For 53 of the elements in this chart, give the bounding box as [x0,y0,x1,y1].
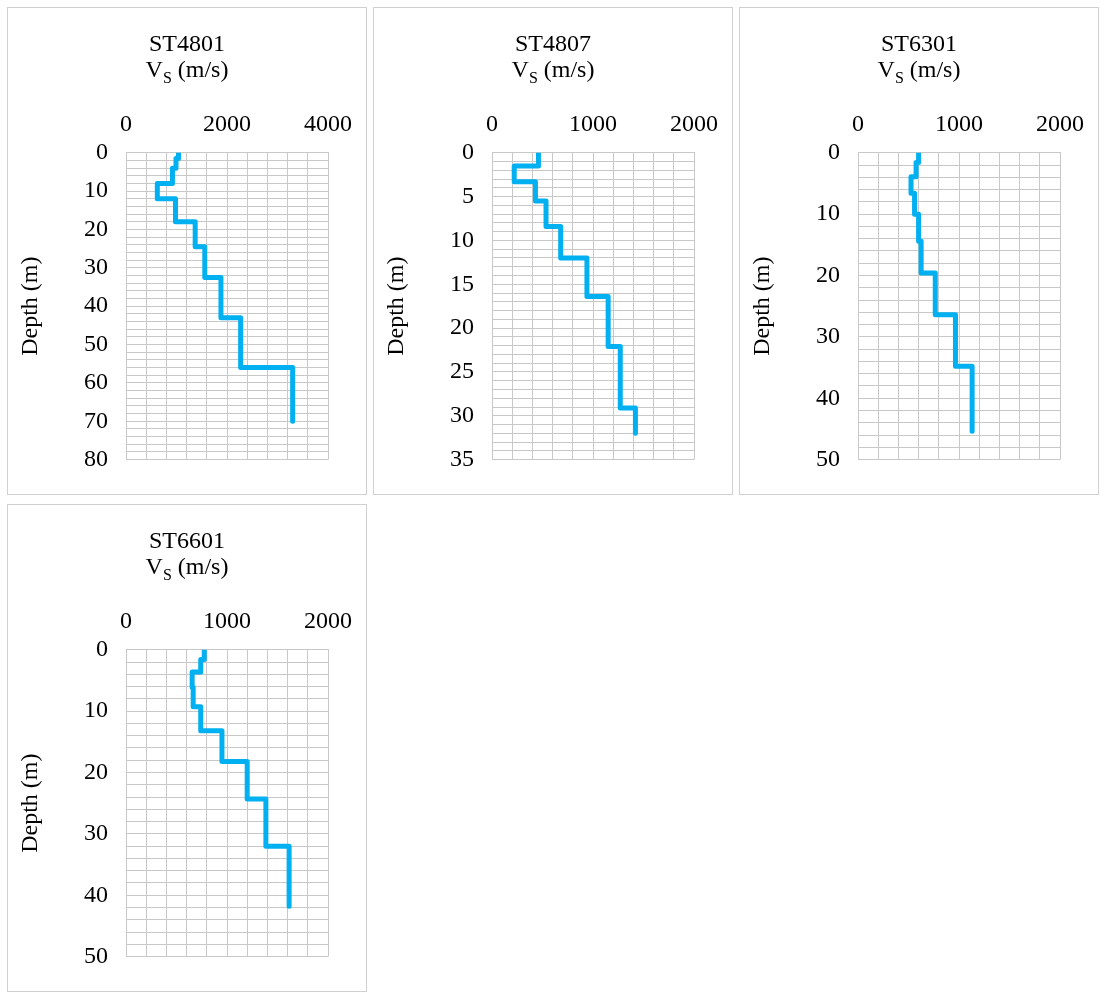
chart-title: ST6301 [880,30,958,56]
y-tick-label: 50 [84,941,108,968]
y-tick-label: 20 [84,757,108,784]
y-axis-title: Depth (m) [15,256,42,356]
y-tick-label: 30 [84,819,108,846]
y-axis-title: Depth (m) [747,256,774,356]
x-axis-title: V$_{S}$ (m/s) [144,56,230,88]
y-tick-label: 10 [450,225,474,252]
y-tick-label: 15 [450,269,474,296]
x-axis-title: V$_{S}$ (m/s) [144,553,230,585]
x-tick-label: 2000 [670,109,718,136]
x-tick-label: 0 [852,109,864,136]
x-axis-title: V$_{S}$ (m/s) [510,56,596,88]
y-axis-title: Depth (m) [381,256,408,356]
y-tick-label: 10 [816,199,840,226]
x-tick-label: 1000 [203,606,251,633]
y-tick-label: 35 [450,444,474,471]
x-tick-label: 2000 [203,109,251,136]
y-tick-label: 40 [816,383,840,410]
x-tick-label: 4000 [304,109,352,136]
y-tick-label: 0 [96,635,108,662]
y-axis-title: Depth (m) [15,753,42,853]
y-tick-label: 5 [462,181,474,208]
y-tick-label: 50 [816,444,840,471]
y-tick-label: 50 [84,329,108,356]
y-tick-label: 30 [450,401,474,428]
y-tick-label: 10 [84,176,108,203]
x-tick-label: 2000 [304,606,352,633]
y-tick-label: 40 [84,880,108,907]
y-tick-label: 30 [816,322,840,349]
y-tick-label: 0 [96,138,108,165]
x-axis-title: V$_{S}$ (m/s) [876,56,962,88]
y-tick-label: 20 [84,214,108,241]
chart-title: ST4807 [514,30,592,56]
chart-title: ST6601 [148,527,226,553]
y-tick-label: 80 [84,444,108,471]
x-tick-label: 1000 [569,109,617,136]
y-tick-label: 60 [84,368,108,395]
y-tick-label: 30 [84,253,108,280]
y-tick-label: 20 [816,260,840,287]
x-tick-label: 0 [120,606,132,633]
y-tick-label: 0 [462,138,474,165]
y-tick-label: 0 [828,138,840,165]
y-tick-label: 10 [84,696,108,723]
y-tick-label: 40 [84,291,108,318]
x-tick-label: 0 [486,109,498,136]
y-tick-label: 20 [450,313,474,340]
x-tick-label: 1000 [935,109,983,136]
chart-title: ST4801 [148,30,226,56]
y-tick-label: 25 [450,357,474,384]
x-tick-label: 0 [120,109,132,136]
y-tick-label: 70 [84,406,108,433]
x-tick-label: 2000 [1036,109,1084,136]
